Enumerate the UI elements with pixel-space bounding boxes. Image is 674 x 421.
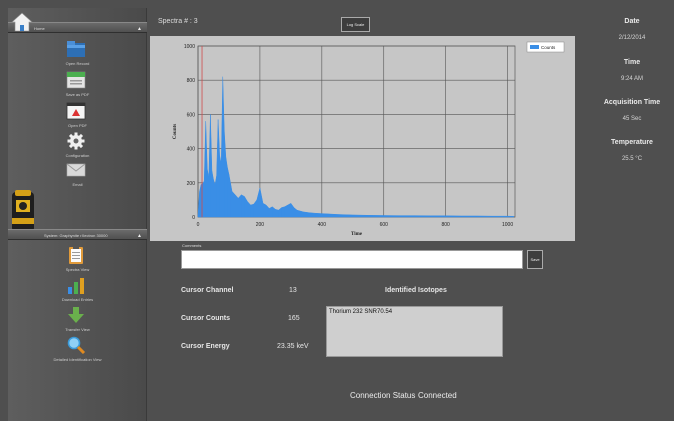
bar-chart-icon	[68, 278, 84, 294]
sidebar-item-spectra-view[interactable]: Spectra View	[8, 246, 147, 276]
sidebar-item-label: Open PDF	[68, 123, 87, 128]
sidebar-item-configuration[interactable]: Configuration	[8, 132, 147, 162]
sidebar-item-detailed-identification[interactable]: Detailed Identification View	[8, 336, 147, 366]
home-header-label: Home	[34, 26, 45, 31]
open-folder-icon	[67, 41, 85, 57]
connection-status-value: Connected	[418, 391, 457, 400]
home-icon[interactable]	[11, 12, 33, 32]
y-tick-label: 600	[187, 112, 196, 118]
time-value: 9:24 AM	[620, 76, 643, 82]
log-scale-button[interactable]: Log Scale	[341, 17, 370, 32]
email-icon	[66, 163, 86, 177]
date-value: 2/12/2014	[618, 35, 646, 41]
open-pdf-icon	[66, 102, 86, 120]
acquisition-time-label: Acquisition Time	[603, 99, 661, 106]
y-tick-label: 200	[187, 181, 196, 187]
down-arrow-icon	[68, 307, 84, 323]
sidebar-item-label: Spectra View	[65, 267, 90, 272]
cursor-channel-label: Cursor Channel	[181, 287, 234, 294]
sidebar-item-open-record[interactable]: Open Record	[8, 40, 147, 70]
legend-label-counts: Counts	[541, 45, 556, 50]
cursor-energy-label: Cursor Energy	[181, 343, 230, 350]
x-tick-label: 800	[441, 222, 450, 228]
x-tick-label: 600	[380, 222, 389, 228]
y-axis-label: Counts	[173, 124, 178, 139]
identified-isotopes-list[interactable]: Thorium 232 SNR70.54	[326, 306, 503, 357]
y-tick-label: 400	[187, 147, 196, 153]
sidebar-item-label: Configuration	[65, 153, 90, 158]
y-tick-label: 800	[187, 78, 196, 84]
sidebar-item-email[interactable]: Email	[8, 161, 147, 191]
gear-icon	[67, 132, 85, 150]
spectra-number-label: Spectra # : 3	[158, 18, 198, 25]
device-header-label: System: Graphynite rXectron 30000	[44, 233, 108, 238]
acquisition-time-value: 45 Sec	[622, 116, 642, 122]
identified-isotopes-title: Identified Isotopes	[385, 287, 447, 294]
plot-area	[197, 45, 516, 218]
sidebar-item-label: Transfer View	[65, 327, 90, 332]
sidebar-item-label: Download Entries	[61, 297, 94, 302]
legend-swatch-counts	[530, 45, 539, 49]
sidebar-item-download-entries[interactable]: Download Entries	[8, 276, 147, 306]
chevron-up-icon[interactable]: ▲	[137, 26, 142, 32]
connection-status-label: Connection Status	[350, 391, 416, 400]
sidebar-item-transfer-view[interactable]: Transfer View	[8, 306, 147, 336]
chevron-up-icon[interactable]: ▲	[137, 233, 142, 239]
date-label: Date	[624, 18, 640, 25]
device-section-header[interactable]: System: Graphynite rXectron 30000 ▲	[8, 229, 147, 240]
y-tick-label: 0	[192, 215, 195, 221]
save-comment-button[interactable]: Save	[527, 250, 543, 269]
x-tick-label: 400	[318, 222, 327, 228]
sidebar-item-label: Save as PDF	[65, 92, 90, 97]
spectrum-chart-svg: 0 200 400 600 800 1000 0 200 400 600 800 1000 Time Co…	[173, 41, 565, 237]
x-axis-label: Time	[351, 232, 363, 237]
save-pdf-icon	[66, 71, 86, 89]
sidebar-item-label: Open Record	[65, 61, 90, 66]
temperature-value: 25.5 °C	[621, 156, 643, 162]
sidebar-item-label: Email	[72, 182, 83, 187]
home-section-header[interactable]: Home ▲	[8, 22, 147, 33]
cursor-counts-label: Cursor Counts	[181, 315, 230, 322]
spectrum-chart[interactable]: 0 200 400 600 800 1000 0 200 400 600 800 1000 Time Co…	[150, 36, 575, 241]
cursor-energy-value: 23.35 keV	[277, 343, 309, 350]
series-area-counts	[197, 76, 515, 218]
time-label: Time	[623, 59, 641, 66]
legend-box	[526, 41, 565, 53]
sidebar-item-save-pdf[interactable]: Save as PDF	[8, 71, 147, 101]
clipboard-icon	[69, 246, 83, 264]
x-tick-label: 200	[256, 222, 265, 228]
device-image	[12, 190, 34, 232]
cursor-channel-value: 13	[289, 287, 297, 294]
temperature-label: Temperature	[611, 139, 653, 146]
x-tick-label: 1000	[502, 222, 513, 228]
x-tick-label: 0	[197, 222, 200, 228]
cursor-counts-value: 165	[288, 315, 300, 322]
sidebar: Home ▲ Open Record Save as PDF Open PDF	[8, 8, 147, 421]
magnifier-icon	[67, 336, 86, 354]
sidebar-item-label: Detailed Identification View	[53, 357, 102, 362]
y-tick-label: 1000	[184, 44, 195, 50]
comments-input[interactable]	[181, 250, 523, 269]
comments-label: Comments	[182, 243, 202, 248]
sidebar-item-open-pdf[interactable]: Open PDF	[8, 102, 147, 132]
